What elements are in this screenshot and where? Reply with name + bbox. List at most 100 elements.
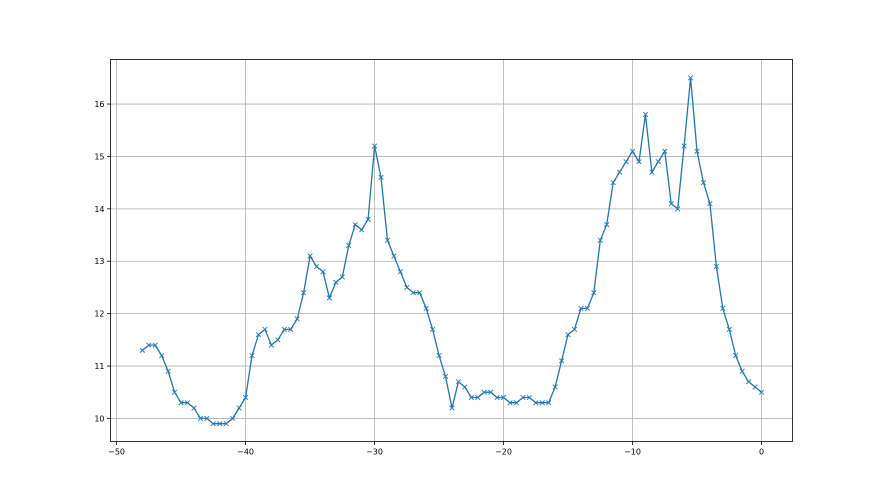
data-point [733, 352, 739, 359]
y-tick-label: 13 [94, 257, 104, 266]
data-point [520, 394, 526, 401]
x-tick-label: −50 [108, 448, 125, 457]
data-point [236, 405, 242, 411]
data-point [539, 400, 545, 406]
data-point [720, 305, 726, 312]
data-point [617, 169, 623, 175]
data-point [281, 326, 287, 332]
data-point [371, 143, 378, 149]
data-point [488, 389, 494, 395]
data-point [552, 384, 558, 390]
data-point [584, 305, 591, 312]
data-point [378, 174, 384, 181]
data-point [359, 227, 365, 233]
data-point [746, 379, 752, 385]
data-point [604, 221, 610, 228]
data-point [442, 373, 449, 380]
data-point [397, 269, 403, 275]
x-tick-label: −20 [495, 448, 512, 457]
data-point [339, 274, 345, 280]
data-point [352, 221, 358, 228]
data-point [610, 180, 616, 186]
y-axis: 10 11 12 13 14 15 16 [94, 100, 111, 423]
x-axis: −50 −40 −30 −20 −10 0 [108, 441, 764, 457]
data-point [558, 358, 565, 364]
data-point [455, 379, 462, 385]
data-point [178, 400, 184, 406]
y-tick-label: 10 [94, 414, 104, 423]
data-point [462, 384, 468, 390]
data-point [546, 400, 552, 406]
data-point [687, 75, 694, 81]
data-point [197, 415, 204, 422]
data-point [649, 169, 655, 175]
data-point [346, 242, 352, 249]
data-point [230, 415, 236, 422]
data-point [526, 394, 532, 401]
data-point [436, 352, 442, 359]
data-point [146, 342, 152, 348]
data-point [591, 290, 597, 296]
data-point [417, 290, 423, 296]
data-point [752, 384, 758, 390]
data-point [662, 148, 668, 154]
x-tick-label: −40 [237, 448, 254, 457]
data-point [423, 305, 429, 312]
series-line [141, 77, 762, 425]
data-point [726, 326, 732, 332]
data-point [533, 400, 539, 406]
data-point [700, 180, 707, 186]
data-point [500, 394, 507, 401]
y-tick-label: 15 [94, 152, 104, 161]
data-point [623, 159, 629, 165]
data-point [410, 290, 416, 296]
grid [110, 59, 793, 442]
data-point [668, 200, 674, 207]
data-point [171, 389, 178, 395]
y-tick-label: 14 [94, 205, 104, 214]
y-tick-label: 11 [94, 362, 104, 371]
data-point [326, 295, 333, 301]
data-point [249, 352, 255, 359]
x-tick-label: −30 [366, 448, 383, 457]
data-point [313, 263, 320, 270]
data-point [223, 421, 229, 427]
data-point [507, 400, 513, 406]
y-tick-label: 16 [94, 100, 104, 109]
series [139, 75, 765, 427]
data-point [184, 400, 191, 406]
x-tick-label: 0 [759, 448, 764, 457]
data-point [404, 284, 410, 291]
data-point [642, 111, 649, 118]
data-point [571, 326, 578, 332]
data-point [681, 143, 687, 149]
data-point [300, 290, 307, 296]
data-point [152, 342, 158, 348]
data-point [636, 159, 642, 165]
data-point [758, 389, 765, 395]
data-point [165, 368, 171, 374]
data-point [475, 394, 481, 401]
data-point [675, 206, 681, 212]
data-point [242, 394, 249, 401]
data-point [513, 400, 520, 406]
data-point [655, 159, 661, 165]
y-tick-label: 12 [94, 310, 104, 319]
data-point [320, 269, 326, 275]
data-point [694, 148, 700, 154]
data-point [481, 389, 487, 395]
x-tick-label: −10 [624, 448, 641, 457]
data-point [468, 394, 474, 401]
data-point [597, 237, 603, 243]
data-point [391, 253, 397, 259]
data-point [262, 326, 268, 332]
data-point [210, 421, 216, 427]
data-point [217, 421, 223, 427]
data-point [139, 347, 145, 353]
data-point [275, 337, 281, 343]
data-point [307, 253, 313, 259]
data-point [565, 331, 571, 338]
data-point [255, 331, 262, 338]
data-point [294, 316, 300, 322]
